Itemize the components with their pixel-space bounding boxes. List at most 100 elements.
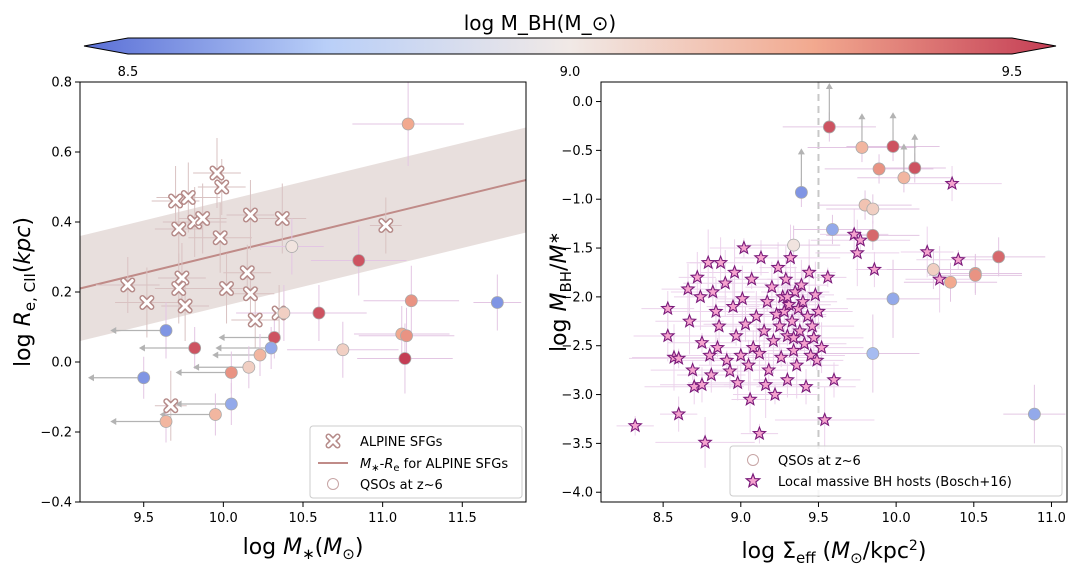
sfg-point: [212, 230, 228, 246]
bosch-star-point: [779, 371, 796, 387]
bosch-star-point: [758, 376, 774, 392]
qso-point: [866, 202, 880, 216]
sfg-cross-fill: [140, 296, 153, 309]
left-xtick-label: 10.0: [209, 511, 238, 526]
qso-upper-limit-arrowhead: [215, 344, 222, 352]
bosch-star-point: [773, 349, 789, 364]
left-marker-layer: [120, 117, 504, 428]
bosch-star-point: [795, 293, 811, 309]
qso-point: [866, 228, 880, 242]
bosch-star-point: [785, 342, 802, 358]
bosch-star-point: [826, 371, 842, 387]
sfg-point: [139, 295, 155, 310]
sfg-point: [219, 281, 235, 296]
bosch-star-point: [700, 254, 716, 270]
right-ytick-label: −1.5: [561, 242, 593, 257]
bosch-star-point: [787, 283, 803, 299]
left-ytick-label: 0.4: [51, 216, 72, 231]
right-ytick-label: −3.0: [561, 388, 593, 403]
qso-point: [137, 371, 151, 385]
qso-lower-limit-arrowhead: [889, 112, 897, 119]
bosch-star-point: [705, 283, 721, 299]
bosch-star-point: [806, 329, 822, 345]
qso-lower-limit-arrowhead: [911, 133, 919, 140]
bosch-star-point: [709, 339, 726, 355]
sfg-point: [120, 277, 136, 293]
left-ytick-label: 0.8: [51, 76, 72, 91]
qso-point: [992, 250, 1006, 264]
sfg-cross-fill: [169, 195, 182, 207]
left-legend-sfg-marker: [325, 433, 341, 449]
right-panel: 8.5 9.0 9.5 10.0 10.5 11.0 0.0 −0.5 −1.0 −1.5 −2.0…: [545, 81, 1068, 567]
qso-point: [336, 343, 350, 357]
qso-point: [822, 120, 836, 134]
bosch-star-point: [782, 249, 799, 265]
bosch-star-point: [849, 244, 865, 260]
sfg-point: [378, 218, 394, 233]
sfg-cross-fill: [164, 399, 177, 412]
sfg-cross-fill: [210, 167, 223, 179]
sfg-point: [214, 179, 230, 195]
sfg-point: [239, 265, 255, 281]
bosch-star-point: [846, 226, 862, 241]
bosch-star-point: [813, 339, 830, 355]
sfg-point: [242, 207, 258, 223]
bosch-star-point: [944, 175, 960, 191]
bosch-star-point: [866, 261, 883, 277]
qso-upper-limit-arrowhead: [218, 334, 225, 341]
colorbar: log M_BH(M_⊙) 8.5 9.0 9.5: [83, 11, 1057, 80]
bosch-star-point: [712, 254, 729, 270]
bosch-star-point: [742, 391, 758, 406]
left-xtick-label: 11.5: [448, 511, 477, 526]
sfg-cross-fill: [249, 314, 262, 326]
right-ylabel: log MBH/M∗: [545, 232, 575, 352]
left-xlabel: log M∗(M⊙): [243, 535, 364, 563]
bosch-star-point: [726, 264, 743, 279]
bosch-star-point: [748, 308, 764, 323]
right-axes-frame: [600, 81, 1068, 503]
sfg-point: [177, 298, 193, 314]
left-band-layer: [79, 127, 527, 341]
bosch-star-point: [799, 308, 816, 323]
qso-point: [159, 415, 173, 428]
bosch-star-point: [798, 378, 814, 394]
right-legend: QSOs at z~6 Local massive BH hosts (Bosc…: [729, 445, 1063, 497]
sfg-point: [168, 193, 184, 209]
bosch-star-point: [756, 323, 772, 338]
right-ticks: 8.5 9.0 9.5 10.0 10.5 11.0 0.0 −0.5 −1.0 −1.5 −2.0…: [561, 95, 1066, 526]
right-ytick-label: −2.5: [561, 339, 593, 354]
left-ylabel: log Re, CII(kpc): [11, 217, 39, 367]
bosch-star-point: [730, 374, 746, 390]
bosch-star-point: [711, 318, 727, 333]
bosch-star-point: [680, 281, 696, 296]
qso-point: [787, 238, 801, 252]
qso-lower-limit-arrowhead: [900, 143, 908, 150]
bosch-star-point: [660, 300, 676, 316]
sfg-cross-fill: [220, 282, 233, 295]
right-xtick-label: 9.0: [730, 511, 751, 526]
bosch-star-point: [733, 347, 749, 362]
qso-point: [224, 366, 238, 379]
bosch-star-point: [804, 318, 820, 333]
qso-lower-limit-arrowhead: [797, 148, 805, 155]
bosch-star-point: [919, 243, 935, 259]
left-ytick-label: −0.4: [40, 496, 72, 511]
sfg-cross-fill: [182, 191, 195, 204]
bosch-star-point: [772, 318, 788, 333]
bosch-star-point: [751, 425, 768, 441]
right-ytick-label: −1.0: [561, 193, 593, 208]
qso-point: [826, 223, 839, 236]
bosch-star-point: [744, 271, 760, 286]
bosch-star-point: [671, 350, 687, 365]
sfg-cross-fill: [214, 231, 227, 244]
left-legend-label-relation: M∗-Re for ALPINE SFGs: [360, 457, 508, 474]
qso-upper-limit-arrowhead: [110, 418, 117, 425]
right-xtick-label: 10.5: [959, 511, 988, 526]
right-legend-star-marker: [744, 472, 762, 489]
sfg-cross-fill: [276, 212, 289, 225]
bosch-star-point: [681, 313, 698, 328]
bosch-star-point: [745, 339, 761, 355]
right-ytick-label: 0.0: [572, 95, 593, 110]
qso-point: [401, 117, 415, 131]
